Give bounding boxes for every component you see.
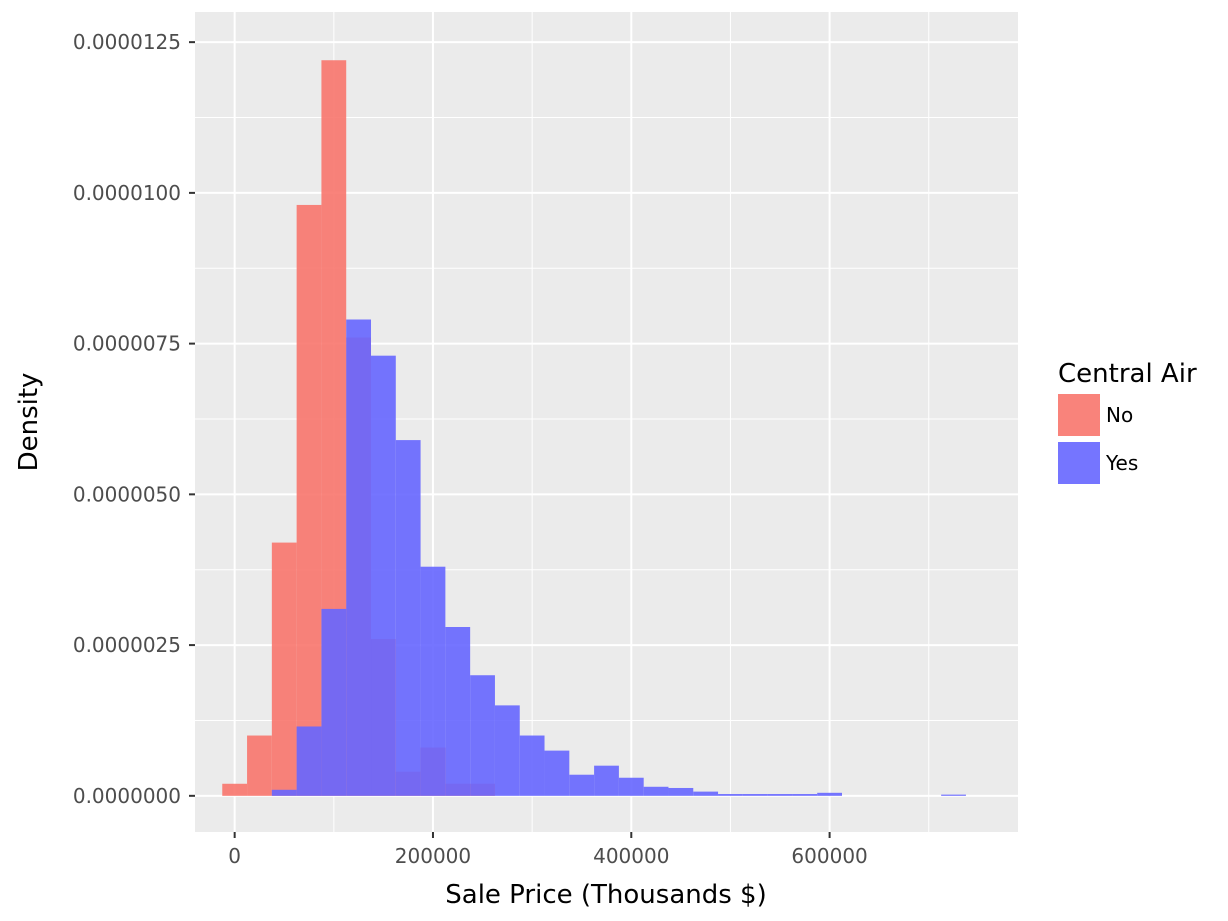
bar-yes	[643, 786, 669, 796]
legend: Central Air No Yes	[1058, 359, 1197, 484]
y-tick-label: 0.0000125	[73, 30, 181, 54]
bar-yes	[618, 777, 644, 796]
bar-yes	[742, 794, 768, 796]
bar-yes	[569, 774, 595, 796]
x-tick-label: 400000	[593, 844, 669, 868]
bar-yes	[767, 794, 793, 796]
legend-label-yes: Yes	[1105, 451, 1138, 475]
bar-yes	[494, 705, 520, 796]
bar-yes	[395, 440, 421, 796]
y-tick-label: 0.0000050	[73, 482, 181, 506]
y-tick-label: 0.0000100	[73, 181, 181, 205]
bar-yes	[371, 355, 396, 796]
bar-yes	[817, 792, 842, 796]
y-axis-title: Density	[14, 373, 44, 472]
x-tick-label: 600000	[791, 844, 867, 868]
bar-yes	[296, 726, 322, 796]
x-axis-title: Sale Price (Thousands $)	[445, 880, 766, 910]
bar-no	[247, 735, 272, 796]
y-axis: 0.0000000 0.0000025 0.0000050 0.0000075 0.00…	[73, 30, 195, 808]
bars-layer	[222, 60, 966, 796]
bar-yes	[792, 794, 818, 796]
bar-yes	[445, 627, 471, 796]
x-axis: 0 200000 400000 600000	[228, 832, 868, 868]
bar-no	[271, 542, 297, 796]
bar-yes	[271, 789, 297, 796]
legend-swatch-yes	[1058, 442, 1100, 484]
x-tick-label: 0	[228, 844, 241, 868]
legend-swatch-no	[1058, 394, 1100, 436]
bar-yes	[941, 794, 966, 796]
bar-yes	[519, 735, 545, 796]
y-tick-label: 0.0000075	[73, 332, 181, 356]
legend-entries: No Yes	[1058, 394, 1138, 484]
bar-no	[296, 204, 322, 796]
legend-label-no: No	[1106, 403, 1133, 427]
y-tick-label: 0.0000025	[73, 633, 181, 657]
bar-yes	[470, 675, 495, 796]
x-tick-label: 200000	[395, 844, 471, 868]
legend-title: Central Air	[1058, 359, 1197, 389]
bar-yes	[693, 791, 719, 796]
bar-yes	[321, 608, 347, 796]
bar-no	[222, 783, 248, 796]
bar-yes	[594, 765, 619, 796]
bar-yes	[718, 794, 743, 796]
bar-yes	[420, 566, 446, 796]
bar-yes	[346, 319, 372, 796]
bar-yes	[668, 787, 694, 796]
y-tick-label: 0.0000000	[73, 784, 181, 808]
bar-yes	[544, 750, 570, 796]
